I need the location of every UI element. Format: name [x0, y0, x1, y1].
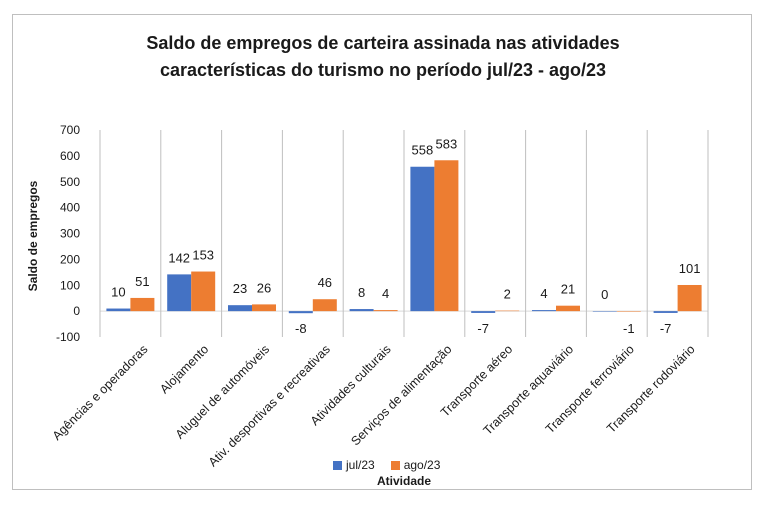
legend-item-jul: jul/23 [333, 458, 375, 472]
y-tick-label: 200 [60, 252, 80, 266]
y-tick-label: 400 [60, 201, 80, 215]
y-tick-label: 0 [73, 304, 80, 318]
chart-title-line-2: características do turismo no período ju… [159, 60, 607, 80]
data-label-jul: 8 [358, 285, 365, 300]
bar-jul [349, 309, 374, 312]
bar-ago [312, 299, 337, 312]
bar-ago [130, 297, 155, 312]
y-tick-label: 500 [60, 175, 80, 189]
y-tick-label: -100 [56, 330, 80, 344]
chart-title: Saldo de empregos de carteira assinada n… [0, 30, 766, 84]
data-label-ago: 21 [561, 282, 575, 297]
data-label-ago: 153 [192, 248, 214, 263]
data-label-ago: -1 [623, 321, 635, 336]
bar-jul [410, 166, 435, 312]
legend-swatch-jul [333, 460, 342, 470]
y-axis-title: Saldo de empregos [26, 180, 40, 291]
bar-jul [106, 308, 131, 312]
y-tick-label: 100 [60, 278, 80, 292]
y-axis-ticks: -100 0 100 200 300 400 500 600 700 [56, 123, 80, 344]
data-label-ago: 4 [382, 286, 389, 301]
data-label-jul: 558 [412, 143, 434, 158]
data-label-ago: 46 [318, 275, 332, 290]
data-label-ago: 101 [679, 261, 701, 276]
data-label-jul: 0 [601, 287, 608, 302]
data-label-jul: 10 [111, 285, 125, 300]
data-label-jul: 142 [168, 250, 190, 265]
bar-jul [592, 311, 617, 312]
category-label: Ativ. desportivas e recreativas [206, 342, 333, 469]
y-tick-label: 600 [60, 149, 80, 163]
category-label: Serviços de alimentação [348, 342, 454, 448]
bar-jul [532, 310, 556, 312]
bar-ago [677, 284, 702, 312]
data-label-ago: 26 [257, 280, 271, 295]
chart-frame [12, 14, 752, 490]
bar-ago [556, 305, 580, 312]
y-tick-label: 700 [60, 123, 80, 137]
bars [106, 160, 702, 314]
legend: jul/23 ago/23 [333, 458, 456, 472]
bar-ago [373, 310, 398, 312]
legend-label-ago: ago/23 [403, 458, 441, 472]
data-label-jul: -7 [660, 321, 672, 336]
x-axis-title: Atividade [377, 474, 431, 488]
category-label: Agências e operadoras [50, 342, 151, 443]
y-tick-label: 300 [60, 227, 80, 241]
bar-ago [616, 311, 641, 312]
data-label-jul: -7 [477, 321, 489, 336]
bar-jul [653, 311, 678, 313]
bar-ago [434, 160, 459, 312]
legend-swatch-ago [390, 460, 400, 470]
bar-ago [495, 310, 520, 312]
data-label-ago: 583 [436, 136, 458, 151]
bar-jul [228, 305, 252, 312]
legend-label-jul: jul/23 [346, 458, 375, 472]
data-label-jul: 23 [233, 281, 247, 296]
category-label: Alojamento [157, 342, 211, 396]
data-label-ago: 2 [504, 287, 511, 302]
bar-jul [471, 311, 496, 313]
data-labels: 10 51 142 153 23 26 -8 46 8 4 558 583 -7 2 4 21 0 -1 -7 101 [111, 136, 700, 336]
bar-jul [288, 311, 313, 314]
data-label-jul: -8 [295, 321, 307, 336]
data-label-jul: 4 [540, 286, 547, 301]
data-label-ago: 51 [135, 274, 149, 289]
chart-title-line-1: Saldo de empregos de carteira assinada n… [146, 33, 620, 53]
bar-ago [191, 271, 216, 312]
bar-ago [252, 304, 276, 312]
legend-item-ago: ago/23 [390, 458, 441, 472]
bar-jul [167, 274, 192, 312]
